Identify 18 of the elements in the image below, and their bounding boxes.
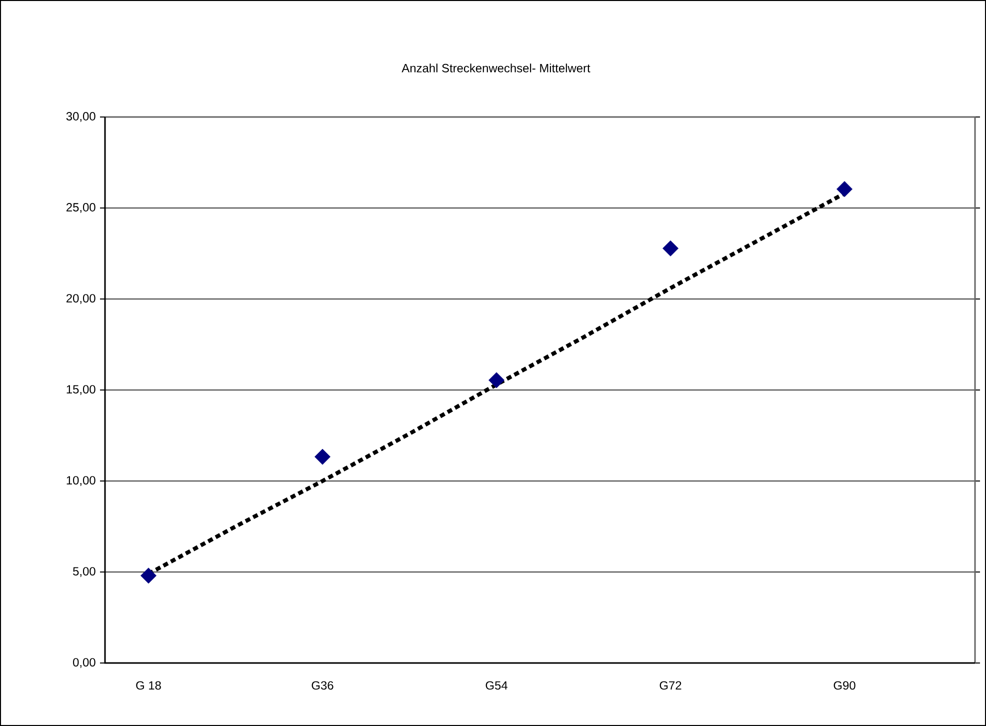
point [836,181,852,198]
point [140,568,156,584]
y-tick-label: 15,00 [66,385,96,395]
y-tick-label: 20,00 [66,294,96,304]
x-tick-label: G 18 [136,681,161,690]
y-tick-label: 5,00 [73,567,96,577]
y-tick-label: 30,00 [66,112,96,122]
x-tick-label: G90 [834,681,856,690]
point [314,448,330,465]
point [488,372,504,388]
point [662,240,678,256]
x-tick-label: G54 [486,681,508,690]
y-tick-label: 25,00 [66,203,96,213]
x-tick-label: G72 [660,681,682,690]
y-tick-label: 0,00 [73,658,96,668]
x-tick-label: G36 [312,681,334,690]
chart-title: Anzahl Streckenwechsel- Mittelwert [402,64,590,72]
y-tick-label: 10,00 [66,476,96,486]
